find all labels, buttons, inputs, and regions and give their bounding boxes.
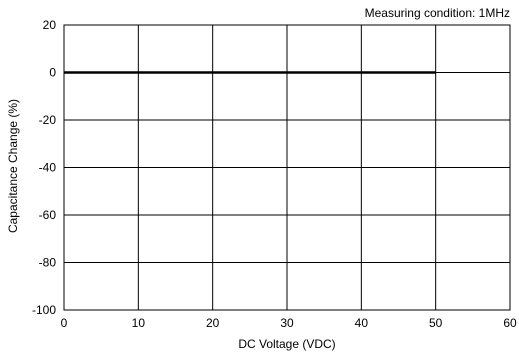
- y-tick-label-1: 0: [49, 66, 56, 80]
- x-tick-label-2: 20: [206, 316, 220, 330]
- grid: [63, 24, 511, 311]
- y-tick-label-3: -40: [39, 161, 57, 175]
- x-tick-label-1: 10: [132, 316, 146, 330]
- y-tick-labels: 20 0 -20 -40 -60 -80 -100: [32, 18, 56, 317]
- y-axis-label: Capacitance Change (%): [6, 99, 20, 233]
- measuring-condition-annotation: Measuring condition: 1MHz: [365, 6, 510, 20]
- y-tick-label-0: 20: [43, 18, 57, 32]
- x-tick-label-3: 30: [280, 316, 294, 330]
- y-tick-label-4: -60: [39, 208, 57, 222]
- x-tick-label-0: 0: [61, 316, 68, 330]
- x-tick-label-6: 60: [503, 316, 517, 330]
- plot-frame: [63, 24, 511, 311]
- x-tick-labels: 0 10 20 30 40 50 60: [61, 316, 517, 330]
- x-tick-label-4: 40: [355, 316, 369, 330]
- x-axis-label: DC Voltage (VDC): [238, 337, 335, 351]
- x-tick-label-5: 50: [429, 316, 443, 330]
- y-tick-label-6: -100: [32, 303, 56, 317]
- y-tick-label-5: -80: [39, 256, 57, 270]
- y-tick-label-2: -20: [39, 113, 57, 127]
